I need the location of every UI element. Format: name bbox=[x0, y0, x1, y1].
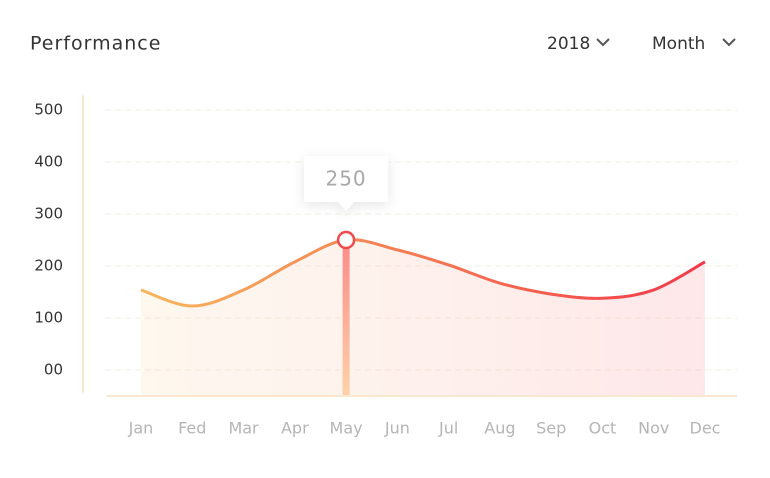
y-tick-label: 300 bbox=[34, 205, 63, 223]
x-tick-label: Jul bbox=[438, 419, 458, 438]
x-tick-label: Oct bbox=[589, 419, 617, 438]
highlight-bar bbox=[342, 240, 350, 395]
line bbox=[140, 238, 706, 308]
year-dropdown[interactable]: 2018 bbox=[547, 34, 610, 54]
tooltip-value: 250 bbox=[325, 167, 366, 191]
tooltip-box bbox=[304, 156, 389, 211]
dropdown-label: Month bbox=[652, 34, 705, 54]
chevron bbox=[722, 38, 736, 47]
x-tick-label: Dec bbox=[690, 419, 721, 438]
x-tick-label: Jun bbox=[384, 419, 410, 438]
x-tick-label: Mar bbox=[228, 419, 259, 438]
point-marker bbox=[336, 230, 356, 250]
x-tick-label: Jan bbox=[128, 419, 154, 438]
chevron bbox=[596, 38, 610, 47]
chart-title: Performance bbox=[30, 33, 161, 55]
x-tick-label: Aug bbox=[484, 419, 515, 438]
x-tick-label: Apr bbox=[281, 419, 309, 438]
y-tick-label: 500 bbox=[34, 101, 63, 119]
y-tick-label: 100 bbox=[34, 309, 63, 327]
dropdown-label: 2018 bbox=[547, 34, 590, 54]
area bbox=[141, 239, 705, 395]
period-dropdown[interactable]: Month bbox=[652, 34, 736, 54]
x-tick-label: Nov bbox=[638, 419, 669, 438]
x-tick-label: May bbox=[330, 419, 363, 438]
y-tick-label: 400 bbox=[34, 153, 63, 171]
x-tick-label: Fed bbox=[178, 419, 206, 438]
y-tick-label: 200 bbox=[34, 257, 63, 275]
y-tick-label: 00 bbox=[44, 361, 63, 379]
tooltip bbox=[304, 156, 389, 211]
x-tick-label: Sep bbox=[536, 419, 566, 438]
